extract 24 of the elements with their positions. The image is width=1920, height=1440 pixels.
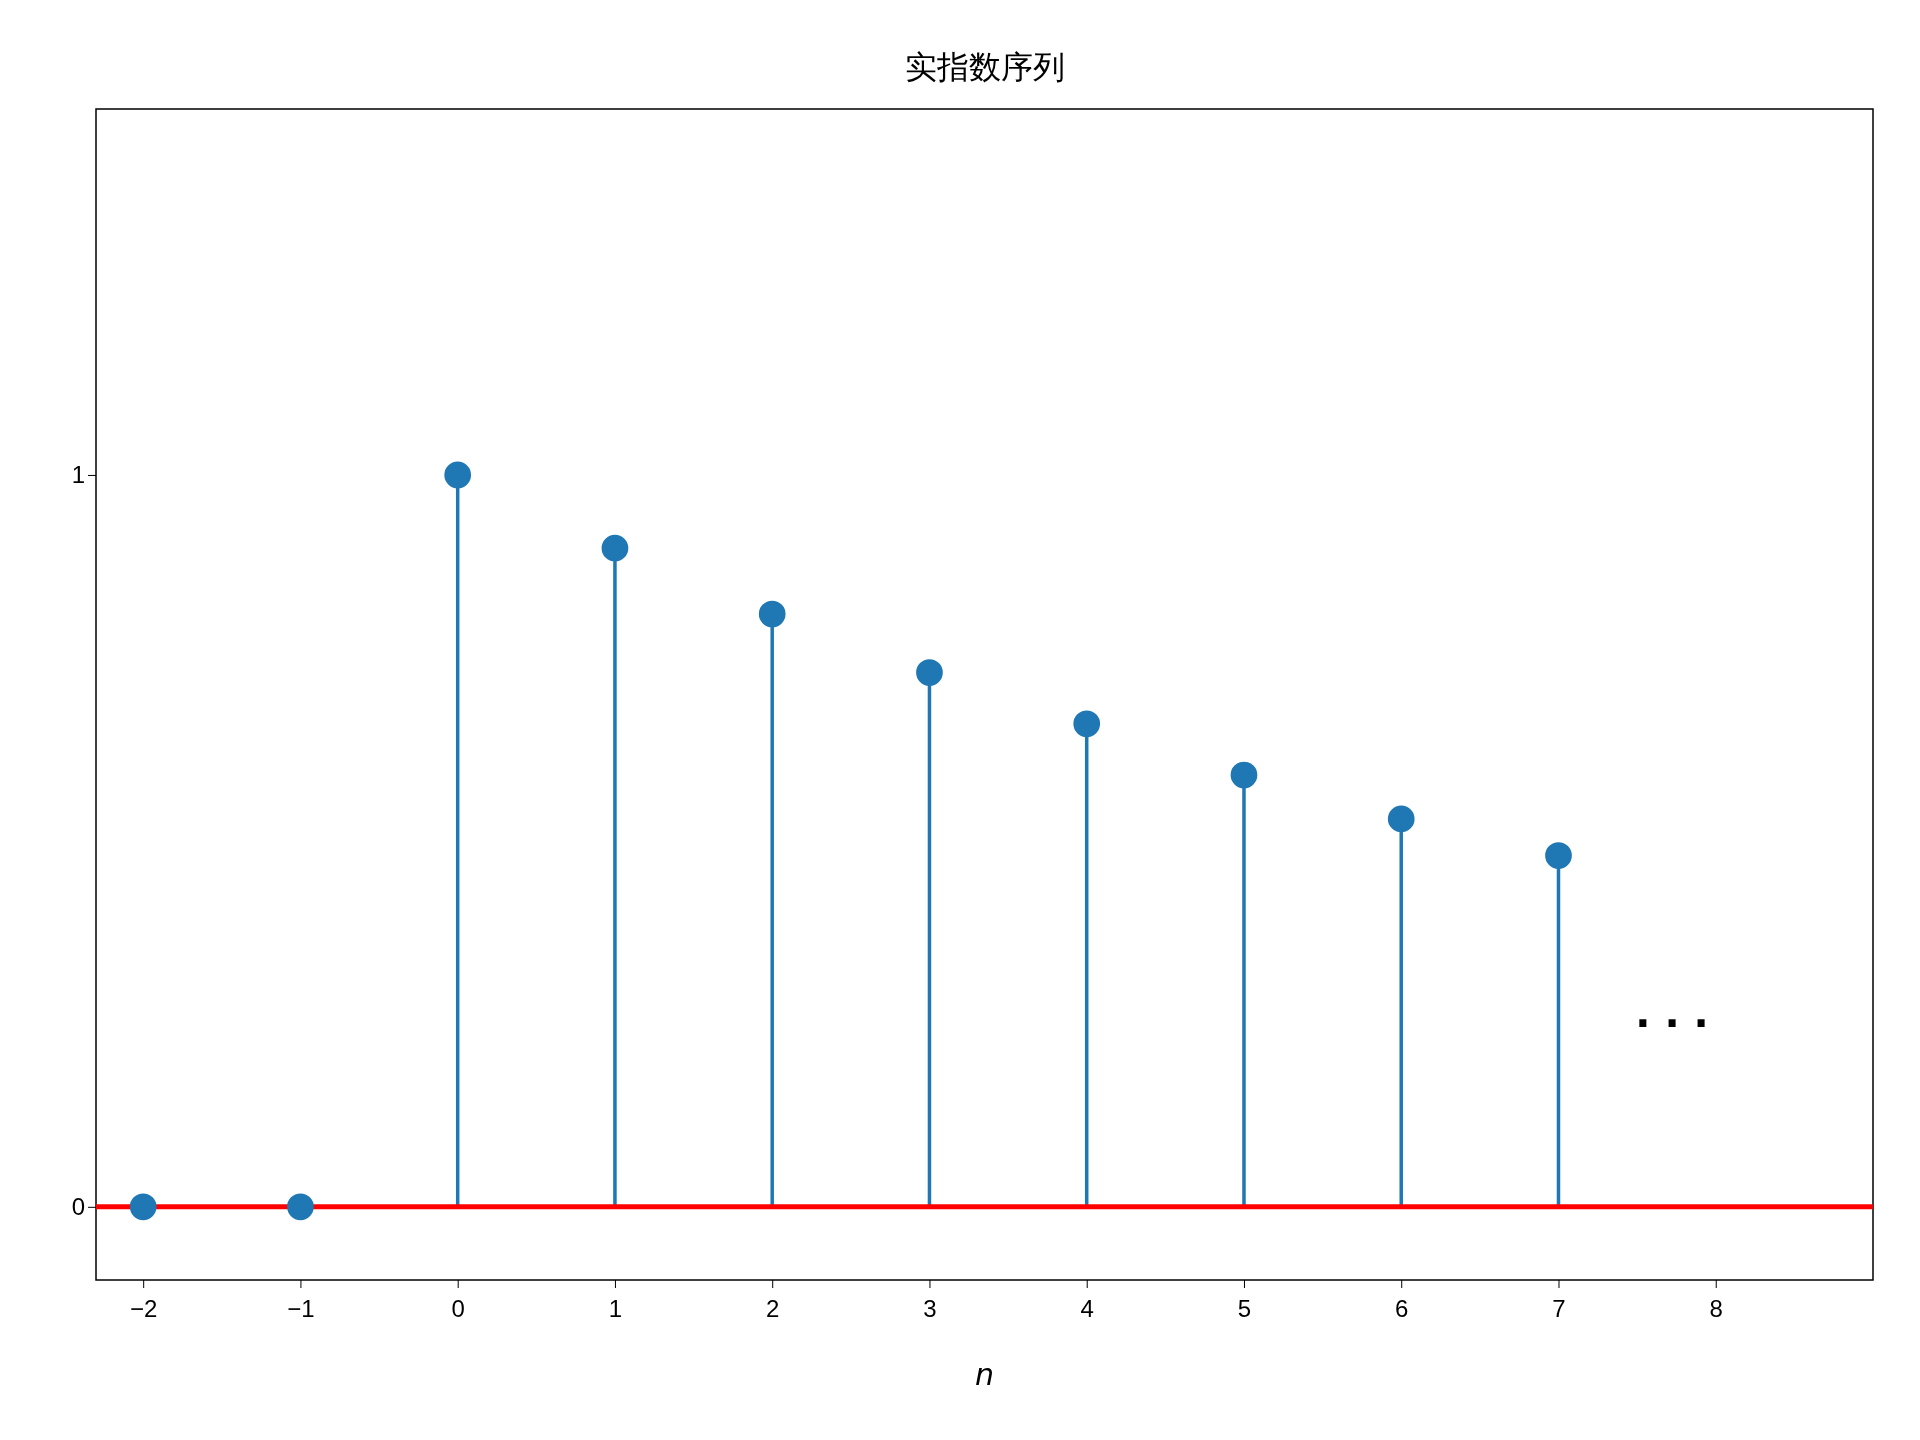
point [1230,761,1258,789]
x-axis-title: n [974,1357,995,1392]
point [916,659,943,686]
x-tick-label: 5 [1237,1295,1252,1323]
point [129,1193,157,1221]
x-tick-label: −2 [129,1295,158,1323]
point [758,600,786,628]
x-tick-label: 7 [1552,1295,1566,1323]
point [601,534,629,562]
x-tick-label: 0 [451,1295,465,1323]
chart-title: 实指数序列 [904,48,1065,86]
point [1545,842,1572,869]
x-tick-label: 4 [1080,1295,1094,1323]
x-tick-label: 1 [608,1295,623,1323]
x-tick-label: 3 [923,1295,937,1323]
x-tick-label: 8 [1709,1295,1723,1323]
x-tick-label: 2 [766,1295,780,1323]
point [287,1193,314,1221]
ellipsis-mark: . . . [1635,990,1709,1036]
x-tick-label: 6 [1395,1295,1409,1323]
point [1387,805,1415,833]
point [444,461,472,489]
x-tick-label: −1 [287,1295,315,1323]
point [1073,710,1101,738]
